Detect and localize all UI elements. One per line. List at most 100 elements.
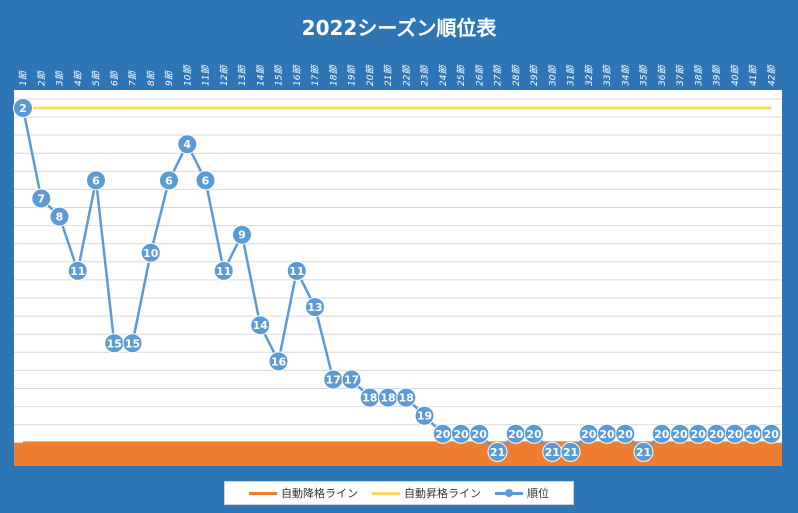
data-point: [761, 423, 782, 444]
data-label: 7: [37, 193, 45, 206]
legend-swatch-relegation: [249, 491, 277, 495]
data-point: [633, 441, 654, 462]
data-label: 20: [453, 428, 469, 441]
data-label: 6: [165, 174, 173, 187]
data-label: 11: [70, 265, 85, 278]
x-tick-label: 24節: [438, 64, 449, 86]
x-tick-label: 21節: [383, 64, 394, 86]
data-point: [305, 297, 325, 318]
x-tick-label: 30節: [547, 64, 558, 86]
data-label: 2: [19, 102, 27, 115]
data-label: 20: [691, 428, 707, 441]
x-tick-label: 27節: [493, 64, 504, 86]
x-tick-label: 41節: [748, 64, 759, 86]
x-tick-label: 16節: [292, 64, 303, 86]
data-point: [414, 405, 435, 426]
x-tick-label: 19節: [347, 64, 358, 86]
legend-label-promotion: 自動昇格ライン: [404, 487, 481, 500]
x-tick-label: 40節: [730, 64, 741, 86]
x-tick-label: 11節: [201, 64, 212, 86]
x-tick-label: 34節: [620, 64, 631, 86]
legend-label-rank: 順位: [527, 487, 549, 500]
plot-area: [14, 90, 782, 466]
legend-swatch-rank: [495, 488, 523, 497]
relegation-zone-fill: [14, 442, 782, 466]
data-label: 16: [271, 355, 287, 368]
x-tick-label: 18節: [328, 64, 339, 86]
x-tick-label: 36節: [657, 64, 668, 86]
data-label: 14: [253, 319, 269, 332]
data-point: [213, 260, 234, 281]
data-point: [286, 260, 307, 281]
data-point: [31, 188, 52, 209]
x-tick-label: 39節: [712, 64, 723, 86]
data-label: 11: [289, 265, 304, 278]
data-label: 18: [362, 392, 377, 405]
data-label: 13: [307, 301, 322, 314]
data-point: [159, 170, 179, 191]
legend-label-relegation: 自動降格ライン: [281, 487, 358, 500]
legend: 自動降格ライン 自動昇格ライン 順位: [224, 481, 574, 505]
data-label: 20: [508, 428, 524, 441]
data-label: 15: [125, 337, 140, 350]
legend-item-relegation: 自動降格ライン: [249, 485, 358, 501]
x-tick-label: 3節: [55, 69, 66, 86]
x-tick-label: 38節: [693, 64, 704, 86]
data-point: [67, 260, 88, 281]
data-point: [250, 315, 271, 336]
x-tick-label: 31節: [566, 64, 577, 86]
data-point: [86, 170, 106, 191]
data-label: 10: [143, 247, 159, 260]
data-label: 21: [490, 446, 505, 459]
data-point: [615, 423, 636, 444]
data-point: [524, 423, 544, 444]
data-point: [49, 206, 70, 227]
x-tick-label: 28節: [511, 64, 522, 86]
data-point: [268, 351, 289, 372]
data-label: 6: [202, 174, 210, 187]
data-point: [341, 369, 362, 390]
x-tick-label: 26節: [474, 64, 485, 86]
data-point: [140, 242, 161, 263]
x-tick-label: 33節: [602, 64, 613, 86]
data-label: 18: [399, 392, 414, 405]
data-label: 20: [727, 428, 743, 441]
x-tick-label: 35節: [639, 64, 650, 86]
x-tick-label: 37節: [675, 64, 686, 86]
x-tick-label: 42節: [766, 64, 777, 86]
chart-title: 2022シーズン順位表: [301, 16, 497, 40]
data-label: 20: [745, 428, 761, 441]
x-tick-label: 4節: [73, 69, 84, 86]
relegation-zone: [14, 442, 782, 466]
x-tick-label: 5節: [91, 69, 102, 86]
data-label: 20: [654, 428, 670, 441]
data-point: [122, 333, 143, 354]
data-label: 19: [417, 410, 432, 423]
x-tick-label: 7節: [128, 69, 139, 86]
data-label: 8: [56, 211, 64, 224]
x-tick-label: 15節: [274, 64, 285, 86]
x-tick-label: 2節: [36, 69, 47, 86]
data-label: 9: [238, 229, 246, 242]
data-label: 20: [618, 428, 634, 441]
legend-swatch-promotion: [372, 491, 400, 495]
data-label: 21: [636, 446, 651, 459]
data-label: 20: [599, 428, 615, 441]
data-label: 20: [526, 428, 542, 441]
data-label: 20: [435, 428, 451, 441]
data-label: 20: [472, 428, 488, 441]
data-label: 21: [563, 446, 578, 459]
x-tick-label: 32節: [584, 64, 595, 86]
data-label: 4: [183, 138, 191, 151]
data-label: 6: [92, 174, 100, 187]
x-tick-label: 23節: [420, 64, 431, 86]
x-tick-label: 9節: [164, 69, 175, 86]
data-point: [232, 224, 252, 245]
x-tick-label: 8節: [146, 69, 157, 86]
data-label: 11: [216, 265, 231, 278]
data-point: [13, 98, 33, 118]
x-tick-label: 13節: [237, 64, 248, 86]
x-tick-label: 25節: [456, 64, 467, 86]
x-tick-label: 29節: [529, 64, 540, 86]
